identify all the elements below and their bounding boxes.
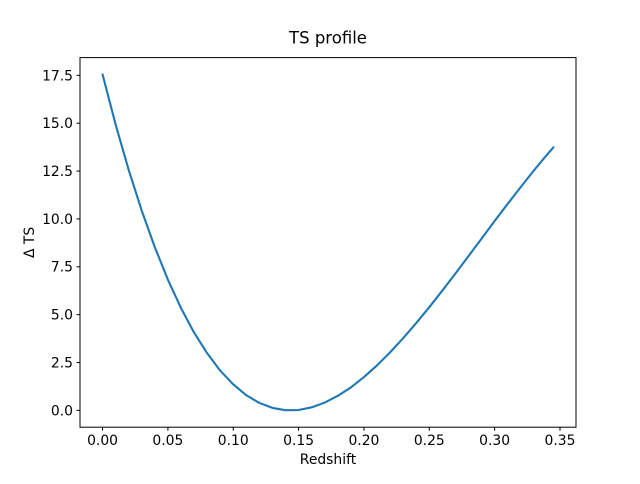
ts-profile-line xyxy=(101,73,555,412)
x-tick-label: 0.00 xyxy=(87,433,118,449)
y-tick-label: 0.0 xyxy=(51,403,73,419)
x-tick-label: 0.30 xyxy=(479,433,510,449)
y-tick-label: 10.0 xyxy=(42,212,73,228)
y-tick-label: 5.0 xyxy=(51,308,73,324)
x-tick-label: 0.10 xyxy=(218,433,249,449)
chart-title: TS profile xyxy=(288,29,367,48)
x-tick-label: 0.35 xyxy=(545,433,576,449)
y-tick-label: 12.5 xyxy=(42,164,73,180)
x-tick-label: 0.15 xyxy=(283,433,314,449)
y-tick-label: 17.5 xyxy=(42,68,73,84)
y-tick-label: 2.5 xyxy=(51,355,73,371)
y-tick-label: 15.0 xyxy=(42,116,73,132)
x-tick-label: 0.25 xyxy=(414,433,445,449)
x-axis-label: Redshift xyxy=(300,452,357,468)
y-tick-label: 7.5 xyxy=(51,260,73,276)
x-tick-label: 0.05 xyxy=(152,433,183,449)
x-tick-label: 0.20 xyxy=(348,433,379,449)
y-axis-label: Δ TS xyxy=(22,227,38,258)
plot-area-border xyxy=(79,57,577,428)
x-axis-ticks: 0.00 0.05 0.10 0.15 0.20 0.25 0.30 0.35 xyxy=(87,427,575,449)
y-axis-ticks: 0.0 2.5 5.0 7.5 10.0 12.5 15.0 17.5 xyxy=(42,68,80,419)
